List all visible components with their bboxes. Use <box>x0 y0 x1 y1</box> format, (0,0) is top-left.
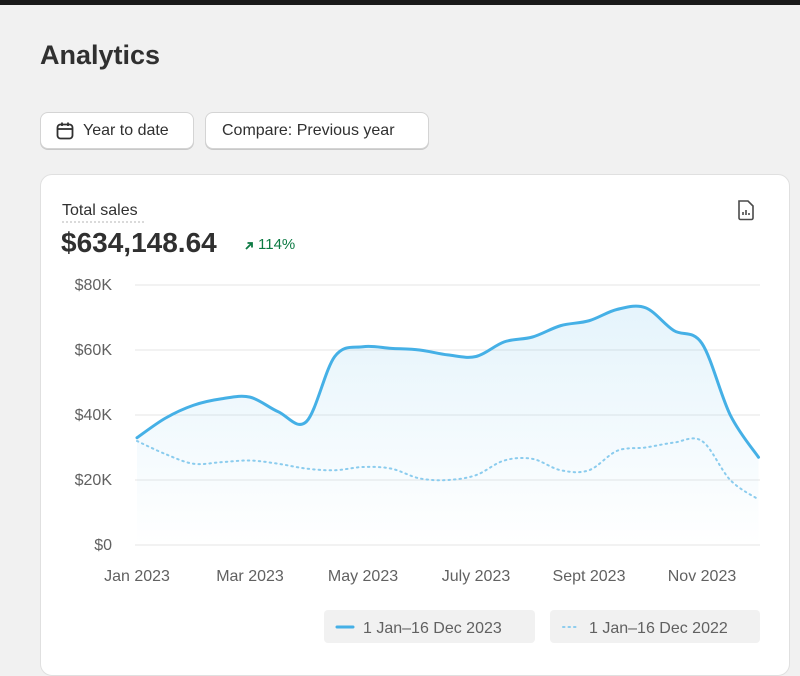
compare-button[interactable]: Compare: Previous year <box>205 112 429 149</box>
page-title: Analytics <box>40 40 161 70</box>
y-tick-label: $20K <box>75 472 113 489</box>
date-range-button[interactable]: Year to date <box>40 112 194 149</box>
x-tick-label: May 2023 <box>328 568 398 585</box>
icon-bars <box>742 210 750 215</box>
legend-label: 1 Jan–16 Dec 2022 <box>589 620 728 637</box>
x-tick-label: Nov 2023 <box>668 568 737 585</box>
legend-label: 1 Jan–16 Dec 2023 <box>363 620 502 637</box>
chart: Total sales $634,148.64 114% $0 $20K $40K $… <box>61 200 760 643</box>
x-tick-label: Sept 2023 <box>553 568 626 585</box>
area <box>137 306 759 545</box>
icon-outline <box>738 200 754 221</box>
metric-value: $634,148.64 <box>61 227 217 258</box>
metric-change: 114% <box>258 236 295 253</box>
legend-item-bg <box>324 610 535 643</box>
y-tick-label: $0 <box>94 537 112 554</box>
calendar-icon <box>56 122 74 139</box>
metric-label: Total sales <box>62 202 138 219</box>
x-tick-label: Mar 2023 <box>216 568 284 585</box>
series-line <box>135 304 760 459</box>
y-tick-label: $80K <box>75 277 113 294</box>
top-bar <box>0 0 800 5</box>
y-tick-label: $40K <box>75 407 113 424</box>
button-label: Year to date <box>83 121 169 139</box>
legend-item-bg <box>550 610 760 643</box>
x-tick-label: Jan 2023 <box>104 568 170 585</box>
x-tick-label: July 2023 <box>442 568 511 585</box>
report-icon[interactable] <box>738 200 754 221</box>
button-label: Compare: Previous year <box>222 121 395 139</box>
y-tick-label: $60K <box>75 342 113 359</box>
trend-arrow <box>245 242 253 250</box>
